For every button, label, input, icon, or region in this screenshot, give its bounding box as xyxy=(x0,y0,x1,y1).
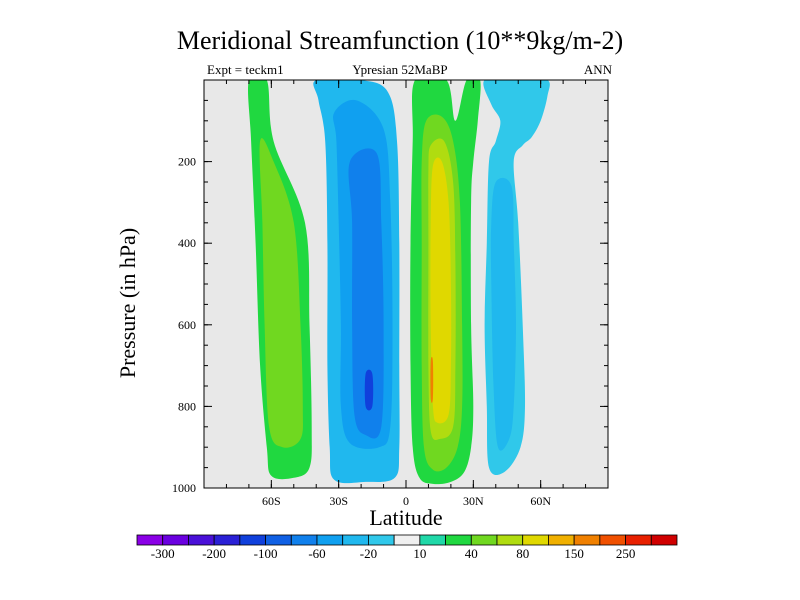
colorbar-label: -60 xyxy=(308,546,326,561)
colorbar-box xyxy=(599,534,626,546)
colorbar-box xyxy=(496,534,524,546)
colorbar-box xyxy=(445,534,472,546)
x-tick-label: 60N xyxy=(530,494,551,508)
x-tick-label: 60S xyxy=(262,494,281,508)
colorbar-label: -100 xyxy=(253,546,278,561)
x-tick-label: 30S xyxy=(329,494,348,508)
y-tick-label: 200 xyxy=(178,155,196,169)
colorbar-label: -200 xyxy=(202,546,227,561)
colorbar-box xyxy=(239,534,266,546)
colorbar-box xyxy=(548,534,575,546)
colorbar-box xyxy=(419,534,446,546)
colorbar-labels: -300 -200 -100 -60 -20 10 40 80 150 250 xyxy=(0,546,800,564)
colorbar-box xyxy=(290,534,318,546)
colorbar-label: -20 xyxy=(359,546,378,561)
cell-eq-max xyxy=(430,356,434,403)
colorbar-label: 150 xyxy=(564,546,584,561)
period-label: Ypresian 52MaBP xyxy=(352,62,448,77)
cell-eq-core xyxy=(430,157,452,424)
colorbar-label: 250 xyxy=(615,546,636,561)
season-label: ANN xyxy=(583,62,612,77)
colorbar-label: 80 xyxy=(516,546,530,561)
colorbar-box xyxy=(573,534,601,546)
y-tick-label: 1000 xyxy=(172,481,196,495)
cell-30s-core xyxy=(348,148,384,439)
experiment-label: Expt = teckm1 xyxy=(207,62,284,77)
x-tick-label: 0 xyxy=(403,494,409,508)
x-axis-label: Latitude xyxy=(369,505,443,530)
colorbar-label: 10 xyxy=(413,546,427,561)
chart-title: Meridional Streamfunction (10**9kg/m-2) xyxy=(176,26,624,55)
colorbar-box xyxy=(162,534,189,546)
colorbar-box xyxy=(213,534,241,546)
x-tick-label: 30N xyxy=(463,494,484,508)
colorbar-box xyxy=(393,534,421,546)
y-tick-label: 800 xyxy=(178,399,196,413)
colorbar-box xyxy=(188,534,215,546)
y-tick-label: 600 xyxy=(178,318,196,332)
colorbar-box xyxy=(522,534,549,546)
y-axis-label: Pressure (in hPa) xyxy=(115,227,140,379)
colorbar-box xyxy=(342,534,369,546)
colorbar-label: 40 xyxy=(464,546,478,561)
colorbar-box xyxy=(136,534,164,546)
y-tick-label: 400 xyxy=(178,236,196,250)
colorbar-box xyxy=(316,534,344,546)
colorbar-label: -300 xyxy=(150,546,175,561)
colorbar-box xyxy=(470,534,498,546)
cell-60s-core xyxy=(259,138,303,448)
colorbar-box xyxy=(625,534,652,546)
colorbar-box xyxy=(368,534,395,546)
colorbar-box xyxy=(265,534,292,546)
cell-30s-max xyxy=(364,369,374,411)
cell-nh-inner xyxy=(490,177,516,451)
colorbar-box xyxy=(650,534,678,546)
